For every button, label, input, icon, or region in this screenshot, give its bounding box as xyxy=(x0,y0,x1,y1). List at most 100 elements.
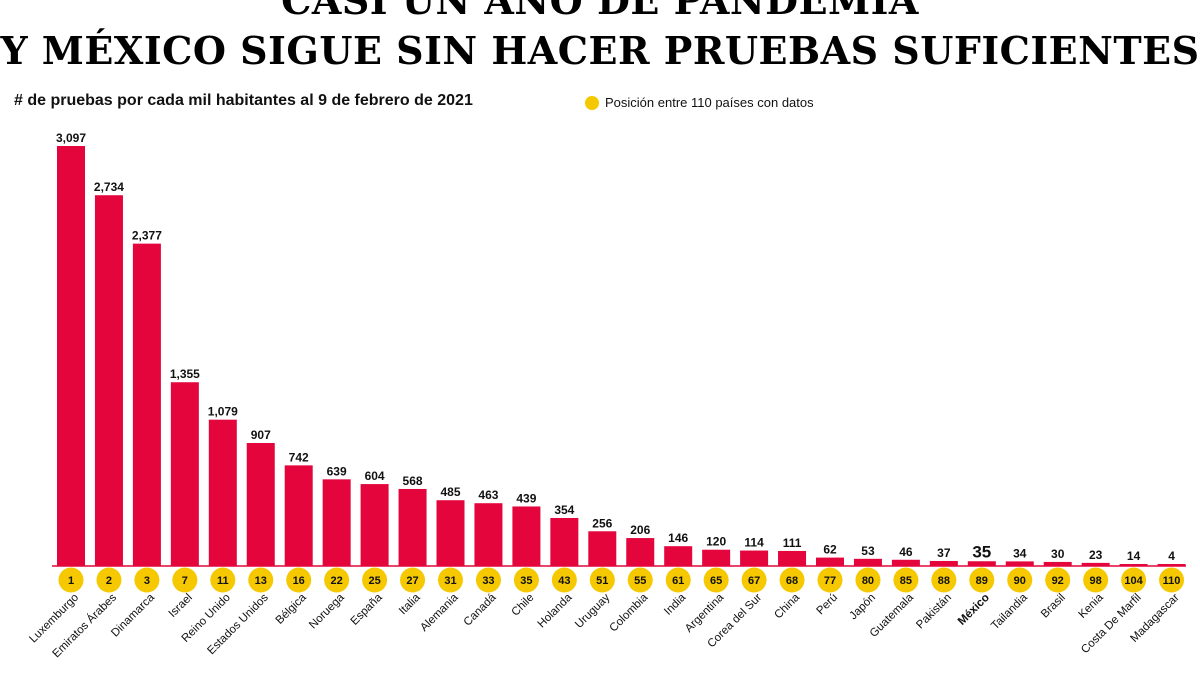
bar-value-label: 4 xyxy=(1168,549,1175,563)
rank-badge xyxy=(286,567,312,593)
rank-label: 1 xyxy=(68,575,74,587)
category-label: India xyxy=(662,591,689,618)
category-label: Tailandia xyxy=(989,591,1030,632)
category-label: Italia xyxy=(397,591,423,617)
bar-value-label: 111 xyxy=(783,536,802,550)
category-label: Colombia xyxy=(608,591,651,634)
rank-badge xyxy=(779,567,805,593)
rank-label: 35 xyxy=(520,575,532,587)
bar xyxy=(132,243,161,566)
rank-badge xyxy=(210,567,236,593)
bar-value-label: 1,079 xyxy=(208,405,238,419)
bar xyxy=(778,550,807,566)
category-label: Alemania xyxy=(418,591,461,634)
bar xyxy=(1043,561,1072,566)
rank-badge xyxy=(1159,567,1185,593)
bar xyxy=(588,531,617,566)
bar-value-label: 256 xyxy=(592,516,612,530)
rank-label: 11 xyxy=(217,575,229,587)
legend-label: Posición entre 110 países con datos xyxy=(605,95,814,110)
bar xyxy=(398,488,427,566)
rank-badge xyxy=(324,567,350,593)
bar-value-label: 37 xyxy=(937,546,951,560)
rank-badge xyxy=(741,567,767,593)
rank-badge xyxy=(400,567,426,593)
category-label: Noruega xyxy=(307,591,347,631)
bar-value-label: 146 xyxy=(668,531,688,545)
bar-value-label: 2,377 xyxy=(132,229,162,243)
rank-label: 89 xyxy=(976,575,988,587)
bar xyxy=(322,479,351,566)
bar-value-label: 2,734 xyxy=(94,180,124,194)
bar-value-label: 23 xyxy=(1089,548,1103,562)
bar xyxy=(891,559,920,566)
bar-value-label: 46 xyxy=(899,545,913,559)
bar xyxy=(853,558,882,566)
bar-value-label: 34 xyxy=(1013,546,1027,560)
rank-badge xyxy=(969,567,995,593)
category-label: Kenia xyxy=(1076,591,1106,621)
legend: Posición entre 110 países con datos xyxy=(585,95,814,110)
rank-label: 7 xyxy=(182,575,188,587)
rank-badge xyxy=(172,567,198,593)
rank-label: 27 xyxy=(406,575,418,587)
bar xyxy=(57,146,85,566)
category-label: Holanda xyxy=(536,591,575,630)
bar xyxy=(702,549,731,566)
bar xyxy=(967,561,996,566)
rank-badge xyxy=(513,567,539,593)
category-label: Japón xyxy=(847,592,878,623)
rank-badge xyxy=(475,567,501,593)
bar xyxy=(246,442,275,566)
bar xyxy=(1119,564,1148,566)
rank-label: 88 xyxy=(938,575,950,587)
bar xyxy=(1005,561,1034,566)
bar xyxy=(360,484,389,566)
rank-label: 2 xyxy=(106,575,112,587)
bar-value-label: 120 xyxy=(706,535,726,549)
bar xyxy=(626,538,655,566)
rank-label: 13 xyxy=(255,575,267,587)
bar-value-label: 354 xyxy=(554,503,574,517)
rank-badge xyxy=(665,567,691,593)
rank-badge xyxy=(1121,567,1147,593)
bar-value-label: 604 xyxy=(365,469,385,483)
bar-value-label: 3,097 xyxy=(56,131,86,145)
rank-label: 68 xyxy=(786,575,798,587)
chart-subtitle: # de pruebas por cada mil habitantes al … xyxy=(14,92,473,109)
bar xyxy=(1081,562,1110,566)
rank-label: 98 xyxy=(1090,575,1102,587)
rank-label: 43 xyxy=(558,575,570,587)
rank-label: 110 xyxy=(1163,575,1181,587)
category-label: Emiratos Árabes xyxy=(50,591,119,660)
rank-badge xyxy=(1083,567,1109,593)
bar xyxy=(170,382,199,566)
category-label: Pakistán xyxy=(914,592,954,632)
category-label: Canadá xyxy=(462,591,499,628)
rank-badge xyxy=(248,567,274,593)
rank-label: 61 xyxy=(672,575,684,587)
legend-dot-icon xyxy=(585,95,599,110)
bar-value-label: 742 xyxy=(289,450,309,464)
rank-badge xyxy=(855,567,881,593)
bar-value-label: 907 xyxy=(251,428,271,442)
bar-value-label: 14 xyxy=(1127,549,1141,563)
category-label: China xyxy=(772,591,802,621)
bar-value-label: 62 xyxy=(823,543,837,557)
bar xyxy=(740,550,769,566)
bar xyxy=(664,546,693,566)
rank-label: 25 xyxy=(368,575,380,587)
bar xyxy=(284,465,313,566)
bar xyxy=(1157,564,1186,566)
rank-label: 92 xyxy=(1052,575,1064,587)
rank-label: 104 xyxy=(1124,575,1143,587)
rank-badge xyxy=(58,567,84,593)
bar-value-label: 568 xyxy=(403,474,423,488)
rank-badge xyxy=(931,567,957,593)
category-label: Uruguay xyxy=(573,591,612,630)
chart-title-line2: Y MÉXICO SIGUE SIN HACER PRUEBAS SUFICIE… xyxy=(0,28,1200,73)
bar xyxy=(436,500,465,566)
rank-badge xyxy=(438,567,463,593)
category-label: España xyxy=(349,591,385,627)
rank-label: 65 xyxy=(710,575,722,587)
